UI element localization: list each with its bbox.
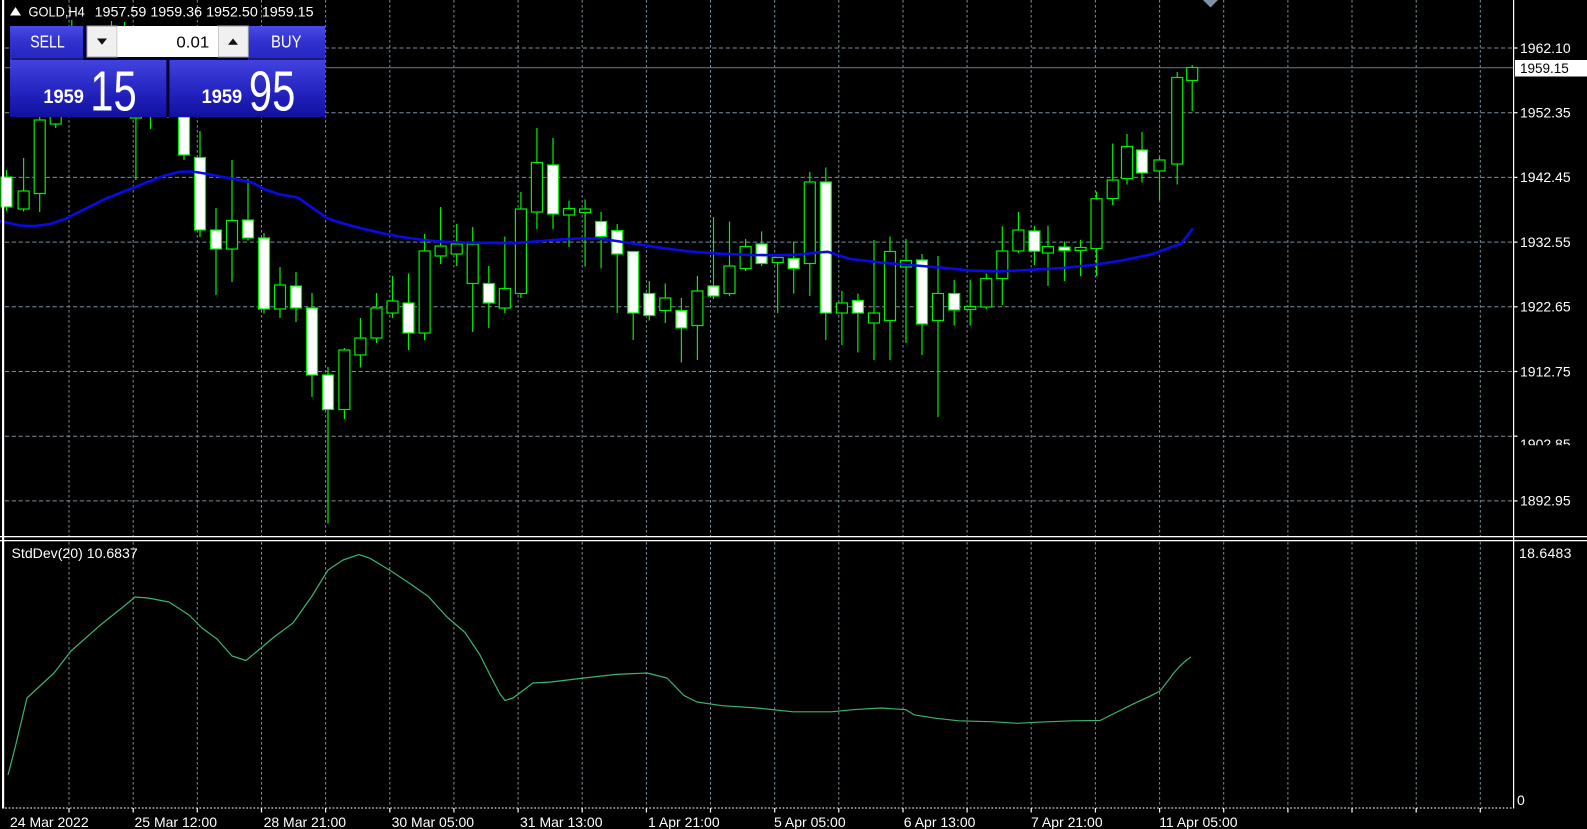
- svg-text:28 Mar 21:00: 28 Mar 21:00: [264, 814, 347, 829]
- svg-text:1902.85: 1902.85: [1520, 436, 1571, 452]
- svg-text:1892.95: 1892.95: [1520, 493, 1571, 509]
- svg-text:1922.65: 1922.65: [1520, 299, 1571, 315]
- svg-text:1959.15: 1959.15: [1520, 61, 1569, 76]
- svg-text:StdDev(20) 10.6837: StdDev(20) 10.6837: [12, 545, 138, 561]
- svg-text:24 Mar 2022: 24 Mar 2022: [10, 814, 89, 829]
- svg-text:0: 0: [1517, 792, 1525, 808]
- svg-text:1942.45: 1942.45: [1520, 169, 1571, 185]
- svg-text:1959: 1959: [202, 87, 243, 108]
- svg-text:31 Mar 13:00: 31 Mar 13:00: [520, 814, 603, 829]
- svg-text:1962.10: 1962.10: [1520, 40, 1571, 56]
- svg-text:11 Apr 05:00: 11 Apr 05:00: [1159, 814, 1238, 829]
- svg-text:25 Mar 12:00: 25 Mar 12:00: [135, 814, 218, 829]
- svg-text:18.6483: 18.6483: [1519, 545, 1572, 561]
- svg-text:6 Apr 13:00: 6 Apr 13:00: [904, 814, 976, 829]
- svg-text:15: 15: [90, 60, 137, 124]
- svg-text:1957.59 1959.36 1952.50 1959.1: 1957.59 1959.36 1952.50 1959.15: [95, 4, 314, 20]
- svg-text:1959: 1959: [43, 87, 84, 108]
- svg-text:30 Mar 05:00: 30 Mar 05:00: [392, 814, 475, 829]
- svg-text:1 Apr 21:00: 1 Apr 21:00: [648, 814, 720, 829]
- svg-text:GOLD,H4: GOLD,H4: [29, 4, 85, 20]
- svg-text:1932.55: 1932.55: [1520, 234, 1571, 250]
- svg-text:BUY: BUY: [271, 31, 302, 51]
- svg-text:1952.35: 1952.35: [1520, 105, 1571, 121]
- svg-text:SELL: SELL: [30, 31, 65, 51]
- svg-text:95: 95: [249, 60, 296, 124]
- svg-text:5 Apr 05:00: 5 Apr 05:00: [774, 814, 846, 829]
- svg-text:1912.75: 1912.75: [1520, 363, 1571, 379]
- svg-text:7 Apr 21:00: 7 Apr 21:00: [1031, 814, 1103, 829]
- svg-text:0.01: 0.01: [176, 35, 209, 52]
